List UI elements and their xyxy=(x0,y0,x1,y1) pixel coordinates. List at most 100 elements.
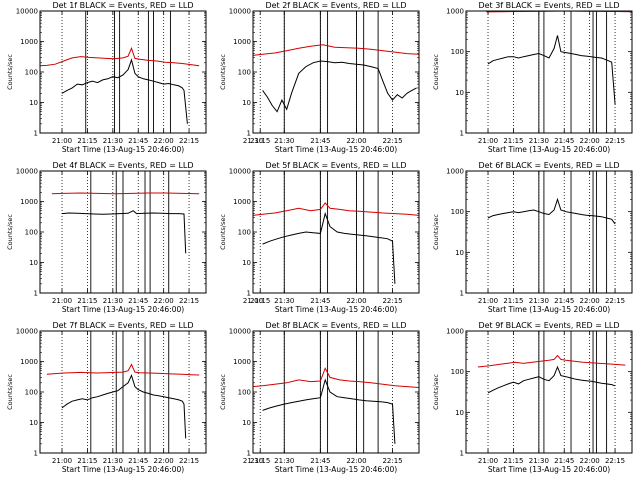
x-tick-label: 21:15 xyxy=(250,297,270,305)
x-tick-label: 22:15 xyxy=(382,457,402,465)
y-tick-label: 1 xyxy=(247,450,251,458)
x-tick-label: 22:15 xyxy=(179,297,199,305)
y-axis-label: Counts/sec xyxy=(219,374,227,410)
detector-panel-9: 1 10 100 1000 21:00 21:15 21:30 21:45 22:00 22:15… xyxy=(432,321,633,474)
y-axis-label: Counts/sec xyxy=(432,214,440,250)
y-tick-label: 10000 xyxy=(16,8,38,16)
x-tick-label: 21:30 xyxy=(274,457,294,465)
y-tick-label: 1 xyxy=(460,450,464,458)
events-series-line xyxy=(487,35,616,105)
x-tick-label: 21:45 xyxy=(310,137,330,145)
x-tick-label: 21:45 xyxy=(554,297,574,305)
y-tick-label: 100 xyxy=(25,389,38,397)
x-tick-label: 21:00 xyxy=(52,137,72,145)
y-axis-label: Counts/sec xyxy=(6,214,14,250)
y-tick-label: 1000 xyxy=(20,198,38,206)
panel-title: Det 3f BLACK = Events, RED = LLD xyxy=(478,1,619,10)
x-tick-label: 22:15 xyxy=(179,457,199,465)
x-tick-label: 21:30 xyxy=(274,297,294,305)
x-tick-label: 22:00 xyxy=(154,137,174,145)
x-tick-label: 21:15 xyxy=(503,297,523,305)
y-tick-label: 10 xyxy=(242,419,251,427)
x-tick-label: 22:15 xyxy=(179,137,199,145)
panel-title: Det 4f BLACK = Events, RED = LLD xyxy=(52,161,193,170)
x-tick-label: 21:00 xyxy=(243,297,263,305)
x-tick-label: 21:15 xyxy=(503,137,523,145)
x-tick-label: 21:00 xyxy=(52,457,72,465)
y-tick-label: 10000 xyxy=(229,168,251,176)
panel-title: Det 5f BLACK = Events, RED = LLD xyxy=(265,161,406,170)
detector-panel-7: 1 10 100 1000 10000 21:00 21:15 21:30 21:45 22:00… xyxy=(6,321,207,474)
x-tick-label: 21:00 xyxy=(478,457,498,465)
panel-title: Det 7f BLACK = Events, RED = LLD xyxy=(52,321,193,330)
x-tick-label: 21:45 xyxy=(128,137,148,145)
y-axis-label: Counts/sec xyxy=(6,374,14,410)
y-tick-label: 100 xyxy=(451,368,464,376)
y-tick-label: 10000 xyxy=(16,168,38,176)
x-tick-label: 21:30 xyxy=(103,297,123,305)
y-tick-label: 1000 xyxy=(446,328,464,336)
plot-frame xyxy=(465,10,633,134)
y-tick-label: 1000 xyxy=(20,358,38,366)
x-tick-label: 22:15 xyxy=(382,297,402,305)
y-tick-label: 10 xyxy=(455,409,464,417)
x-axis-label: Start Time (13-Aug-15 20:46:00) xyxy=(488,145,610,154)
x-tick-label: 22:00 xyxy=(154,297,174,305)
lld-series-line xyxy=(46,363,200,376)
x-tick-label: 22:00 xyxy=(154,457,174,465)
y-tick-label: 100 xyxy=(451,48,464,56)
x-axis-label: Start Time (13-Aug-15 20:46:00) xyxy=(275,465,397,474)
x-tick-label: 22:00 xyxy=(346,137,366,145)
y-tick-label: 10000 xyxy=(16,328,38,336)
x-tick-label: 22:00 xyxy=(580,137,600,145)
events-series-line xyxy=(61,58,188,124)
y-tick-label: 1 xyxy=(247,290,251,298)
events-series-line xyxy=(61,210,187,254)
x-tick-label: 21:30 xyxy=(529,297,549,305)
x-tick-label: 21:30 xyxy=(243,457,263,465)
y-tick-label: 10 xyxy=(29,259,38,267)
lld-series-line xyxy=(252,44,420,56)
y-tick-label: 100 xyxy=(451,208,464,216)
y-tick-label: 10 xyxy=(455,89,464,97)
x-tick-label: 21:15 xyxy=(503,457,523,465)
panel-title: Det 1f BLACK = Events, RED = LLD xyxy=(52,1,193,10)
lld-series-line xyxy=(252,367,420,388)
panel-title: Det 8f BLACK = Events, RED = LLD xyxy=(265,321,406,330)
y-tick-label: 1000 xyxy=(233,38,251,46)
y-tick-label: 10 xyxy=(242,259,251,267)
plot-frame xyxy=(465,170,633,294)
y-tick-label: 1000 xyxy=(233,198,251,206)
lld-series-line xyxy=(39,46,200,67)
y-axis-label: Counts/sec xyxy=(432,54,440,90)
x-tick-label: 22:00 xyxy=(346,297,366,305)
y-tick-label: 10 xyxy=(29,419,38,427)
x-axis-label: Start Time (13-Aug-15 20:46:00) xyxy=(275,305,397,314)
y-axis-label: Counts/sec xyxy=(219,54,227,90)
x-axis-label: Start Time (13-Aug-15 20:46:00) xyxy=(62,145,184,154)
y-tick-label: 1 xyxy=(247,130,251,138)
x-tick-label: 22:15 xyxy=(605,297,625,305)
x-axis-label: Start Time (13-Aug-15 20:46:00) xyxy=(62,465,184,474)
lld-series-line xyxy=(477,354,626,368)
x-axis-label: Start Time (13-Aug-15 20:46:00) xyxy=(488,305,610,314)
x-tick-label: 22:00 xyxy=(580,457,600,465)
panel-title: Det 6f BLACK = Events, RED = LLD xyxy=(478,161,619,170)
x-tick-label: 21:45 xyxy=(554,137,574,145)
x-axis-label: Start Time (13-Aug-15 20:46:00) xyxy=(275,145,397,154)
y-tick-label: 100 xyxy=(238,389,251,397)
events-series-line xyxy=(262,211,396,284)
y-tick-label: 1 xyxy=(34,290,38,298)
y-tick-label: 1 xyxy=(460,130,464,138)
panel-title: Det 9f BLACK = Events, RED = LLD xyxy=(478,321,619,330)
x-tick-label: 21:30 xyxy=(103,457,123,465)
x-tick-label: 22:15 xyxy=(605,137,625,145)
events-series-line xyxy=(262,378,396,444)
y-axis-label: Counts/sec xyxy=(6,54,14,90)
y-tick-label: 1 xyxy=(34,130,38,138)
events-series-line xyxy=(487,197,616,225)
y-tick-label: 1 xyxy=(460,290,464,298)
